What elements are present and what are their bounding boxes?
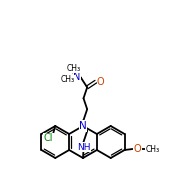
Text: O: O — [97, 77, 105, 87]
Text: CH₃: CH₃ — [146, 145, 160, 154]
Text: NH: NH — [77, 143, 90, 152]
Text: N: N — [79, 121, 87, 131]
Text: Cl: Cl — [44, 133, 53, 143]
Text: O: O — [134, 144, 141, 154]
Text: CH₃: CH₃ — [67, 64, 81, 73]
Text: N: N — [73, 72, 80, 82]
Text: CH₃: CH₃ — [61, 75, 75, 84]
